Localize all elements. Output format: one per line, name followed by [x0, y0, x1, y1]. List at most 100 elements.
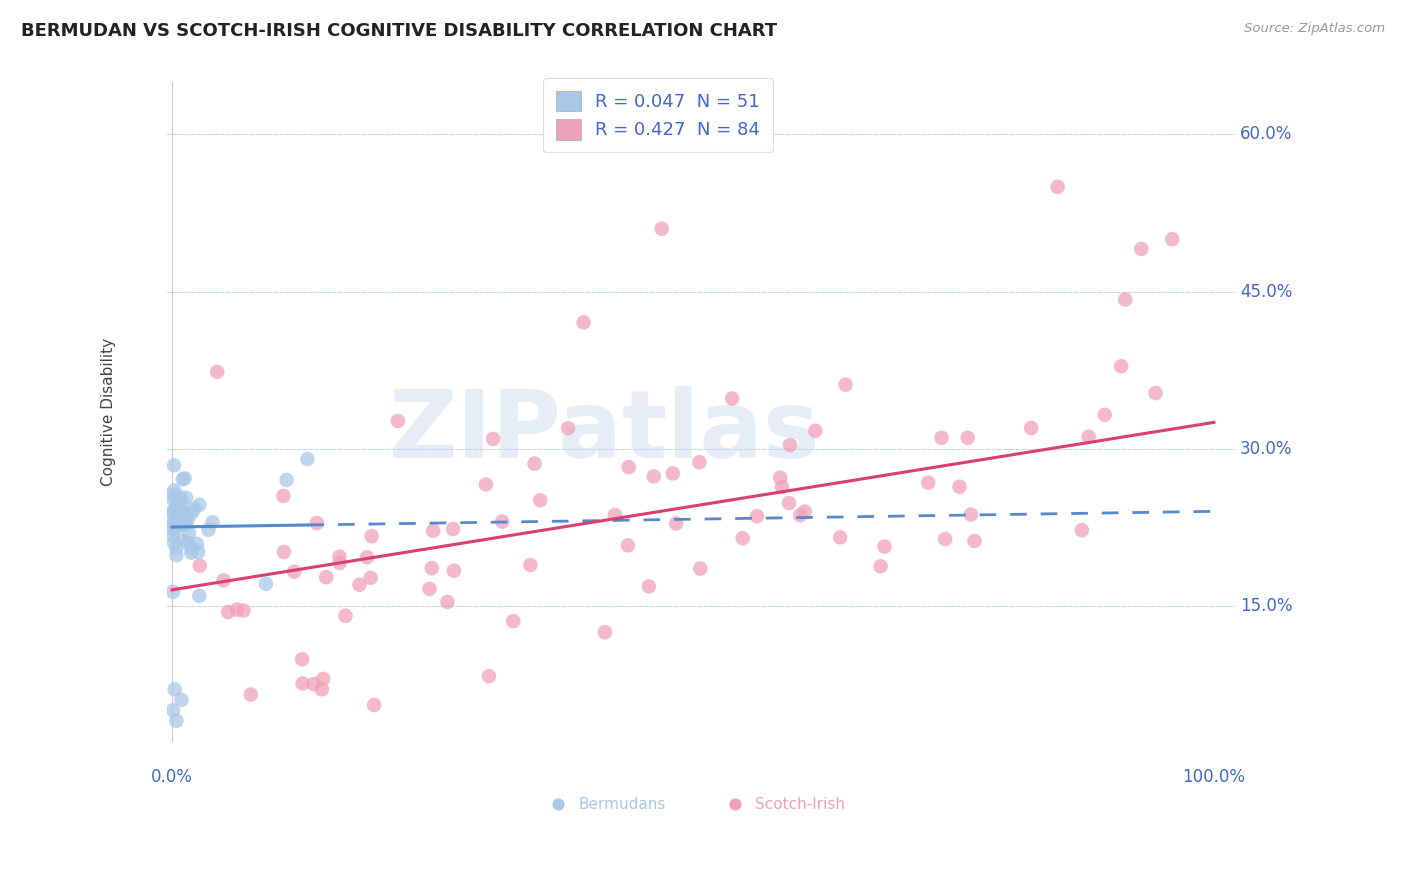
Point: [934, 532, 956, 546]
Point: [172, 510, 194, 524]
Point: [387, 414, 409, 428]
Point: [420, 561, 443, 575]
Point: [1077, 430, 1099, 444]
Point: [197, 523, 219, 537]
Point: [1161, 232, 1184, 246]
Point: [593, 625, 616, 640]
Point: [163, 516, 186, 531]
Point: [165, 541, 187, 555]
Point: [529, 493, 551, 508]
Point: [163, 458, 186, 473]
Point: [291, 652, 314, 666]
Point: [873, 540, 896, 554]
Point: [349, 578, 371, 592]
Text: Bermudans: Bermudans: [578, 797, 665, 812]
Point: [617, 460, 640, 475]
Point: [422, 524, 444, 538]
Point: [283, 565, 305, 579]
Point: [360, 529, 382, 543]
Point: [662, 467, 685, 481]
Point: [363, 698, 385, 712]
Point: [177, 535, 200, 549]
Text: 45.0%: 45.0%: [1240, 283, 1292, 301]
Point: [804, 424, 827, 438]
Point: [869, 559, 891, 574]
Point: [165, 499, 187, 513]
Point: [603, 508, 626, 522]
Point: [1070, 523, 1092, 537]
Point: [165, 549, 187, 563]
Point: [948, 480, 970, 494]
Point: [688, 455, 710, 469]
Point: [163, 536, 186, 550]
Point: [186, 537, 208, 551]
Point: [166, 508, 188, 522]
Point: [187, 545, 209, 559]
Point: [617, 538, 640, 552]
Text: 30.0%: 30.0%: [1240, 440, 1292, 458]
Point: [169, 502, 191, 516]
Point: [1094, 408, 1116, 422]
Point: [201, 515, 224, 529]
Point: [315, 570, 337, 584]
Text: Scotch-Irish: Scotch-Irish: [755, 797, 845, 812]
Point: [162, 516, 184, 530]
Point: [163, 682, 186, 697]
Point: [956, 431, 979, 445]
Point: [162, 528, 184, 542]
Point: [637, 579, 659, 593]
Point: [172, 533, 194, 548]
Point: [482, 432, 505, 446]
Point: [177, 526, 200, 541]
Point: [188, 498, 211, 512]
Point: [162, 492, 184, 507]
Point: [162, 585, 184, 599]
Point: [232, 604, 254, 618]
Point: [1046, 179, 1069, 194]
Point: [1130, 242, 1153, 256]
Point: [205, 365, 228, 379]
Point: [356, 550, 378, 565]
Point: [170, 692, 193, 706]
Point: [475, 477, 498, 491]
Point: [335, 608, 357, 623]
Point: [239, 688, 262, 702]
Point: [254, 576, 277, 591]
Point: [502, 614, 524, 628]
Point: [689, 561, 711, 575]
Point: [162, 522, 184, 536]
Point: [174, 515, 197, 529]
Point: [1114, 293, 1136, 307]
Legend: R = 0.047  N = 51, R = 0.427  N = 84: R = 0.047 N = 51, R = 0.427 N = 84: [543, 78, 773, 153]
Point: [162, 504, 184, 518]
Text: 100.0%: 100.0%: [1182, 768, 1246, 786]
Point: [547, 797, 569, 812]
Point: [721, 392, 744, 406]
Point: [960, 508, 983, 522]
Point: [165, 714, 187, 728]
Point: [226, 602, 249, 616]
Point: [183, 502, 205, 516]
Point: [188, 558, 211, 573]
Point: [418, 582, 440, 596]
Point: [731, 531, 754, 545]
Text: BERMUDAN VS SCOTCH-IRISH COGNITIVE DISABILITY CORRELATION CHART: BERMUDAN VS SCOTCH-IRISH COGNITIVE DISAB…: [21, 22, 778, 40]
Point: [297, 452, 319, 467]
Point: [177, 512, 200, 526]
Point: [519, 558, 541, 572]
Point: [173, 471, 195, 485]
Point: [478, 669, 501, 683]
Point: [174, 517, 197, 532]
Point: [1109, 359, 1132, 374]
Point: [436, 595, 458, 609]
Point: [557, 421, 579, 435]
Point: [793, 505, 815, 519]
Point: [769, 471, 792, 485]
Point: [291, 676, 314, 690]
Point: [167, 519, 190, 533]
Point: [328, 549, 350, 564]
Point: [273, 489, 295, 503]
Point: [172, 472, 194, 486]
Point: [963, 533, 986, 548]
Point: [441, 522, 464, 536]
